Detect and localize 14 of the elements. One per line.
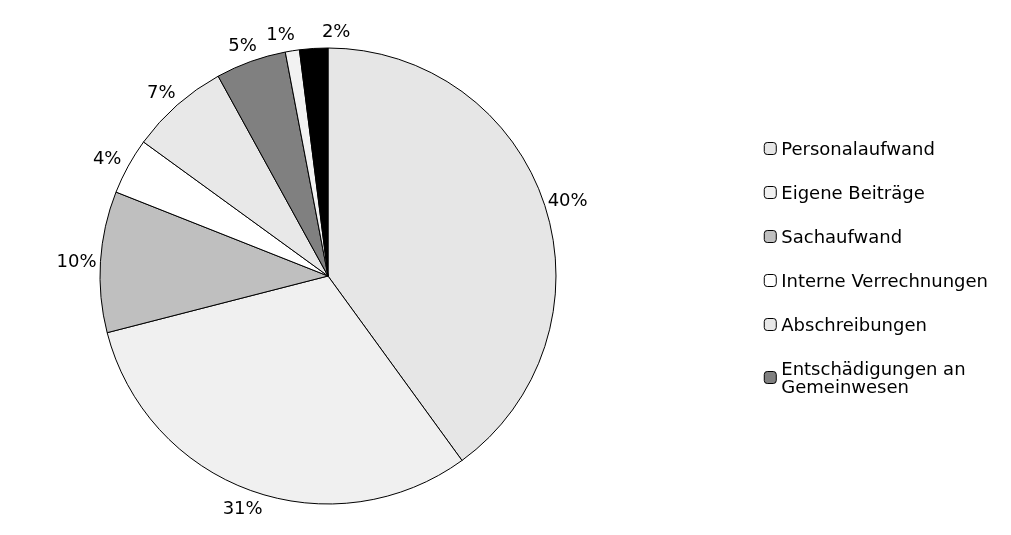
legend-label: Personalaufwand	[781, 138, 935, 159]
legend-label: Interne Verrechnungen	[781, 270, 989, 291]
legend-label: Eigene Beiträge	[781, 182, 925, 203]
legend-label: Entschädigungen an Gemeinwesen	[781, 358, 972, 397]
data-label: 1%	[266, 22, 295, 44]
data-label: 10%	[56, 250, 97, 272]
data-label: 31%	[222, 496, 263, 518]
data-label: 4%	[92, 146, 122, 168]
data-label: 7%	[147, 80, 176, 102]
data-label: 5%	[228, 34, 257, 56]
data-label: 2%	[321, 19, 351, 41]
legend-label: Abschreibungen	[781, 314, 927, 335]
legend-label: Sachaufwand	[781, 226, 903, 247]
data-label: 40%	[547, 189, 588, 211]
